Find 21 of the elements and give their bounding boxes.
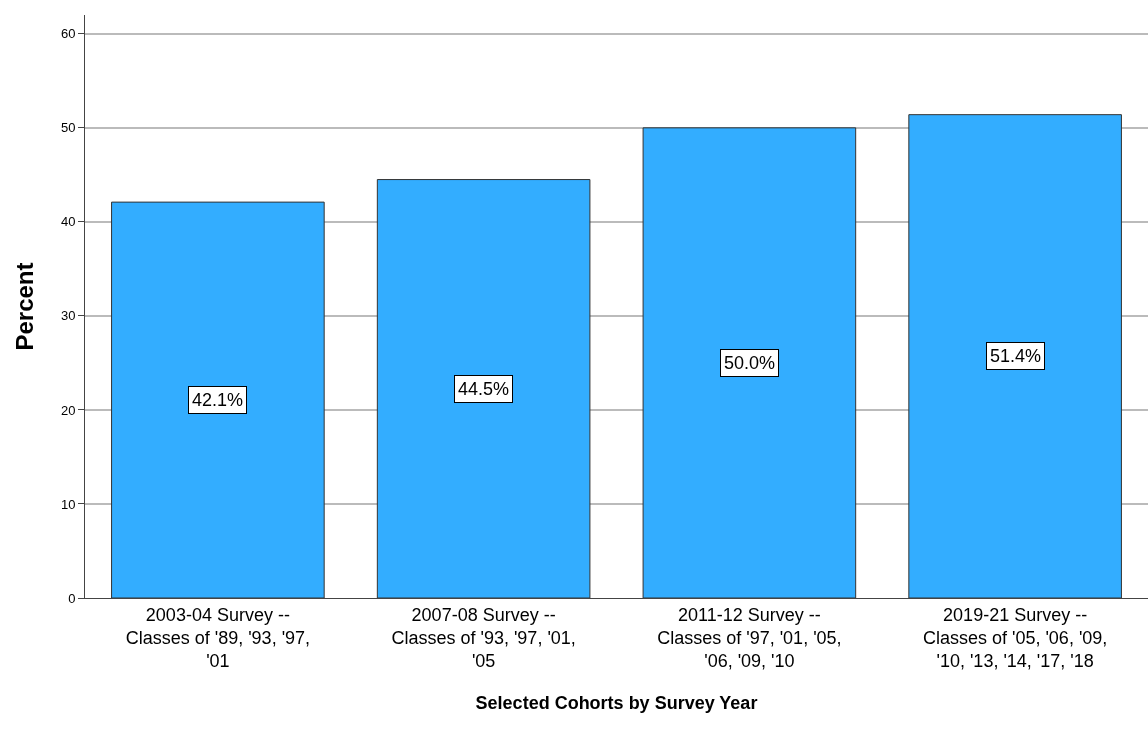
x-tick-label: 2003-04 Survey -- Classes of '89, '93, '97, '01 bbox=[125, 604, 311, 672]
data-label: 42.1% bbox=[192, 390, 244, 410]
y-tick-label: 30 bbox=[60, 308, 76, 324]
bar bbox=[642, 127, 857, 598]
bar bbox=[111, 201, 325, 598]
y-tick-label: 50 bbox=[60, 120, 76, 136]
data-label: 51.4% bbox=[990, 346, 1042, 366]
x-tick-label: 2019-21 Survey -- Classes of '05, '06, '09, '10, '13, '14, '17, '18 bbox=[922, 604, 1108, 672]
y-tick-label: 40 bbox=[60, 214, 76, 230]
data-label: 44.5% bbox=[458, 379, 510, 399]
x-tick-label: 2007-08 Survey -- Classes of '93, '97, '01, '05 bbox=[391, 604, 576, 672]
data-label: 50.0% bbox=[724, 353, 776, 373]
y-tick-label: 10 bbox=[60, 496, 76, 512]
y-tick-label: 0 bbox=[68, 590, 76, 606]
x-tick-label: 2011-12 Survey -- Classes of '97, '01, '05, '06, '09, '10 bbox=[657, 604, 842, 672]
y-axis-title: Percent bbox=[11, 262, 39, 351]
x-axis-title: Selected Cohorts by Survey Year bbox=[475, 692, 758, 713]
y-tick-label: 60 bbox=[60, 26, 76, 42]
bar bbox=[908, 114, 1122, 598]
bar bbox=[376, 179, 591, 598]
y-tick-label: 20 bbox=[60, 402, 76, 418]
